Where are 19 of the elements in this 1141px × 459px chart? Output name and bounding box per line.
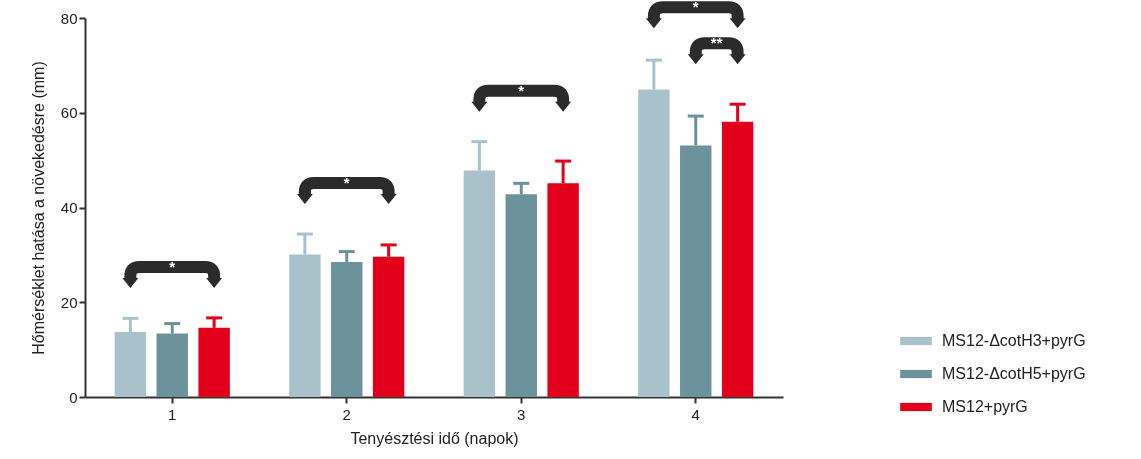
annotation: * <box>518 81 525 99</box>
annotation: ** <box>710 34 723 52</box>
y-tick-label: 60 <box>60 104 78 122</box>
x-tick-label: 3 <box>517 405 526 423</box>
y-tick-label: 20 <box>60 293 78 311</box>
legend-label: MS12+pyrG <box>942 398 1028 415</box>
annotation: * <box>343 174 350 192</box>
text: * <box>692 0 699 16</box>
legend-label: MS12-ΔcotH5+pyrG <box>942 365 1086 382</box>
y-tick-label: 0 <box>69 388 78 406</box>
x-tick-label: 4 <box>691 405 700 423</box>
y-axis-title: Hőmérséklet hatása a növekedésre (mm) <box>29 61 47 355</box>
x-axis-title: Tenyésztési idő (napok) <box>350 429 519 447</box>
legend-label: MS12-ΔcotH3+pyrG <box>942 332 1086 349</box>
x-tick-label: 2 <box>342 405 351 423</box>
y-tick-label: 80 <box>60 9 78 27</box>
annotation: * <box>169 257 176 275</box>
y-tick-label: 40 <box>60 199 78 216</box>
x-tick-label: 1 <box>168 405 177 423</box>
